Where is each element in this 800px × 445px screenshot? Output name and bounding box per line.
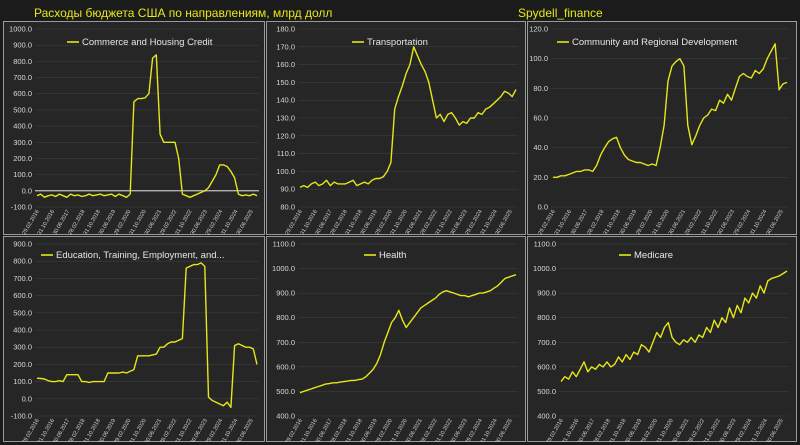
y-tick-label: 40.0 — [533, 143, 548, 152]
y-tick-label: 400.0 — [276, 412, 295, 421]
y-tick-label: 200.0 — [13, 154, 32, 163]
y-tick-label: 600.0 — [13, 291, 32, 300]
y-tick-label: 120.0 — [276, 131, 295, 140]
legend-label: Transportation — [367, 37, 428, 48]
y-tick-label: 160.0 — [276, 60, 295, 69]
chart-panel-community-regional-development: 0.020.040.060.080.0100.0120.029.02.20163… — [527, 21, 797, 235]
y-tick-label: 800.0 — [537, 313, 556, 322]
source-credit: Spydell_finance — [518, 6, 603, 20]
y-tick-label: 150.0 — [276, 78, 295, 87]
panel-frame — [3, 21, 265, 235]
y-tick-label: 900.0 — [276, 289, 295, 298]
y-tick-label: 800.0 — [276, 313, 295, 322]
series-line-commerce-and-housing-credit — [36, 54, 258, 199]
y-tick-label: 700.0 — [13, 73, 32, 82]
y-tick-label: 500.0 — [276, 387, 295, 396]
chart-panel-medicare: 400.0 500.0 600.0 700.0 800.0 900.0 1000.0 1100… — [527, 236, 797, 442]
y-tick-label: 900.0 — [13, 240, 32, 249]
y-tick-label: 100.0 — [529, 54, 548, 63]
y-tick-label: 400.0 — [13, 326, 32, 335]
y-tick-label: 100.0 — [13, 377, 32, 386]
page-title: Расходы бюджета США по направлениям, млр… — [34, 6, 333, 20]
y-tick-label: 140.0 — [276, 96, 295, 105]
y-tick-label: -100.0 — [11, 412, 32, 421]
series-line-education-training-employment-and — [36, 262, 258, 409]
y-tick-label: 100.0 — [13, 170, 32, 179]
y-tick-label: 600.0 — [13, 89, 32, 98]
panel-frame — [266, 236, 526, 442]
y-tick-label: 300.0 — [13, 138, 32, 147]
y-tick-label: 170.0 — [276, 42, 295, 51]
y-tick-label: 110.0 — [277, 149, 295, 158]
chart-panel-education-training-employment: -100.0 0.0 100.0 200.0 300.0 400.0 500.0 600.0 7… — [3, 236, 265, 442]
legend-label: Community and Regional Development — [572, 37, 738, 48]
chart-panel-commerce-housing-credit: -100.0 0.0 100.0 200.0 300.0 400.0 500.0 600.0 7… — [3, 21, 265, 235]
y-tick-label: 80.0 — [533, 84, 548, 93]
panel-frame — [527, 21, 797, 235]
y-tick-label: 900.0 — [537, 289, 556, 298]
legend-label: Commerce and Housing Credit — [82, 37, 213, 48]
series-line-medicare — [560, 270, 788, 383]
series-line-transportation — [299, 46, 517, 189]
y-tick-label: -100.0 — [11, 203, 32, 212]
legend-label: Medicare — [634, 250, 673, 261]
series-line-health — [299, 274, 517, 394]
y-tick-label: 900.0 — [13, 41, 32, 50]
y-tick-label: 500.0 — [13, 105, 32, 114]
y-tick-label: 1000.0 — [272, 264, 295, 273]
y-tick-label: 180.0 — [276, 25, 295, 34]
y-tick-label: 1100.0 — [273, 240, 295, 249]
y-tick-label: 800.0 — [13, 57, 32, 66]
series-line-community-and-regional-development — [553, 43, 788, 179]
y-tick-label: 700.0 — [537, 338, 556, 347]
y-tick-label: 0.0 — [22, 394, 32, 403]
y-tick-label: 600.0 — [276, 362, 295, 371]
y-tick-label: 80.0 — [280, 203, 295, 212]
chart-panel-transportation: 80.0 90.0 100.0 110.0 120.0 130.0 140.0 150.0 16… — [266, 21, 526, 235]
y-tick-label: 700.0 — [13, 274, 32, 283]
chart-panel-health: 400.0 500.0 600.0 700.0 800.0 900.0 1000.0 1100… — [266, 236, 526, 442]
y-tick-label: 500.0 — [13, 308, 32, 317]
panel-frame — [3, 236, 265, 442]
y-tick-label: 20.0 — [533, 173, 548, 182]
y-tick-label: 400.0 — [13, 122, 32, 131]
y-tick-label: 60.0 — [533, 114, 548, 123]
y-tick-label: 400.0 — [537, 412, 556, 421]
y-tick-label: 100.0 — [276, 167, 295, 176]
y-tick-label: 120.0 — [529, 25, 548, 34]
y-tick-label: 90.0 — [280, 185, 295, 194]
y-tick-label: 1000.0 — [533, 264, 556, 273]
y-tick-label: 700.0 — [276, 338, 295, 347]
y-tick-label: 0.0 — [538, 203, 548, 212]
y-tick-label: 1100.0 — [534, 240, 556, 249]
y-tick-label: 800.0 — [13, 257, 32, 266]
y-tick-label: 300.0 — [13, 343, 32, 352]
y-tick-label: 1000.0 — [9, 25, 32, 34]
panel-frame — [266, 21, 526, 235]
y-tick-label: 130.0 — [276, 114, 295, 123]
legend-label: Education, Training, Employment, and... — [56, 250, 224, 261]
panel-frame — [527, 236, 797, 442]
y-tick-label: 0.0 — [22, 186, 32, 195]
legend-label: Health — [379, 250, 406, 261]
y-tick-label: 600.0 — [537, 362, 556, 371]
y-tick-label: 500.0 — [537, 387, 556, 396]
y-tick-label: 200.0 — [13, 360, 32, 369]
